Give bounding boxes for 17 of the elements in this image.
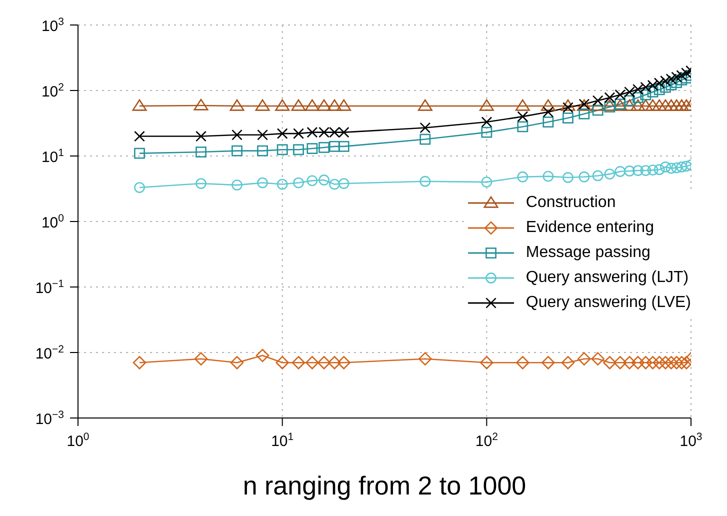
legend-label: Evidence entering	[526, 218, 654, 236]
x-tick-label: 10$^{0}$	[66, 431, 90, 450]
x-tick-label: 10$^{1}$	[271, 431, 294, 450]
y-tick-label: 10$^{−1}$	[35, 278, 64, 297]
legend-label: Message passing	[526, 244, 650, 262]
x-axis-title: n ranging from 2 to 1000	[242, 470, 526, 500]
legend-label: Query answering (LVE)	[526, 294, 691, 312]
legend-label: Construction	[526, 194, 616, 212]
x-tick-label: 10$^{3}$	[680, 431, 702, 450]
y-tick-label: 10$^{1}$	[41, 147, 64, 166]
x-tick-label: 10$^{2}$	[475, 431, 498, 450]
y-tick-label: 10$^{0}$	[41, 212, 64, 232]
y-tick-label: 10$^{3}$	[41, 16, 64, 35]
y-tick-label: 10$^{2}$	[41, 82, 64, 100]
y-tick-label: 10$^{−3}$	[35, 409, 64, 428]
y-tick-label: 10$^{−2}$	[35, 344, 64, 362]
legend-label: Query answering (LJT)	[526, 268, 689, 286]
